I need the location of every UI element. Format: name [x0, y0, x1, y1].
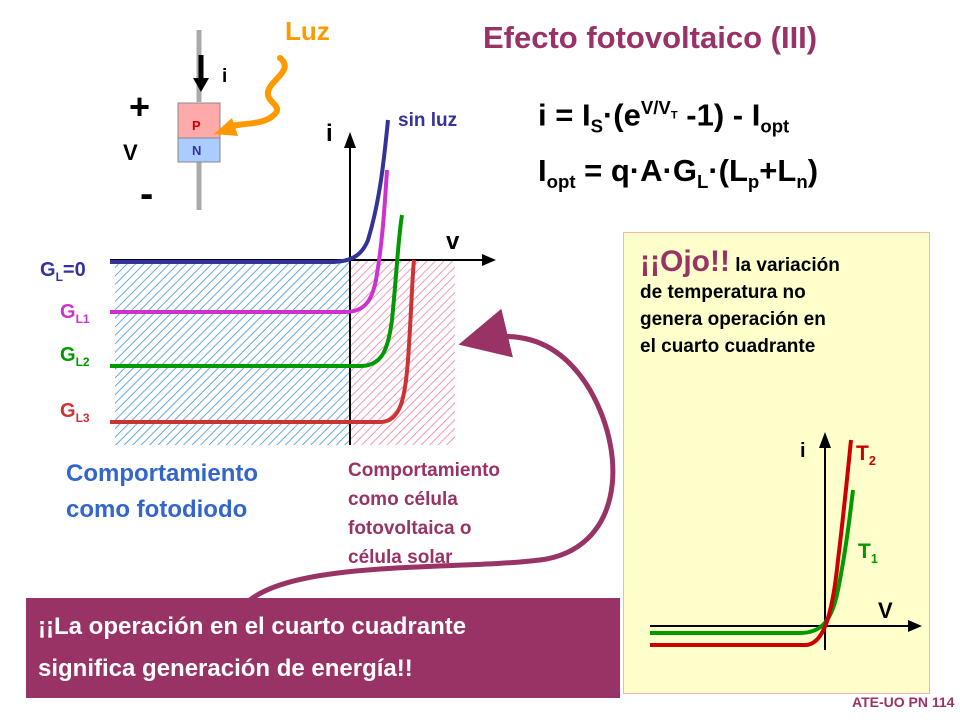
photodiode-text: Comportamiento como fotodiodo: [66, 460, 258, 523]
current-arrow-head: [193, 78, 209, 92]
photodiode-region: [115, 260, 350, 445]
plus-sign: +: [129, 86, 151, 127]
temperature-note: ¡¡Ojo!! la variación de temperatura no g…: [640, 245, 840, 358]
temp-plot: [650, 432, 922, 650]
curve-gl3: [110, 259, 416, 424]
main-v-label: v: [446, 228, 460, 255]
n-label: N: [192, 143, 202, 158]
legend-gl2: GL2: [60, 344, 90, 369]
temp-v-label: V: [878, 598, 893, 623]
energy-banner: ¡¡La operación en el cuarto cuadrante si…: [26, 598, 620, 698]
n-region: [177, 137, 221, 163]
solar-cell-region: [350, 260, 455, 445]
connector-arrow: [248, 308, 616, 602]
device-voltage-label: V: [123, 140, 138, 165]
curve-t2-inset: [650, 439, 853, 647]
legend-gl1: GL1: [60, 301, 90, 326]
curve-t1-inset: [650, 489, 855, 635]
p-label: P: [192, 118, 201, 133]
note-box: [623, 232, 930, 694]
sin-luz-label: sin luz: [398, 110, 458, 131]
slide-footer: ATE-UO PN 114: [852, 694, 955, 710]
i-axis-arrow: [344, 132, 356, 148]
curve-gl1: [110, 169, 389, 314]
minus-sign: -: [140, 172, 154, 216]
solar-cell-text: Comportamiento como célula fotovoltaica …: [348, 460, 500, 568]
temp-i-label: i: [800, 440, 806, 462]
diode-equation: i = IS·(eV/VT -1) - Iopt: [538, 97, 790, 137]
curve-gl2: [110, 214, 404, 368]
curve-gl0: [110, 119, 390, 264]
v-axis-arrow: [482, 254, 496, 266]
photocurrent-equation: Iopt = q·A·GL·(Lp+Ln): [538, 153, 819, 193]
light-arrow-head: [214, 118, 238, 136]
t1-label: T1: [858, 540, 878, 567]
legend-gl3: GL3: [60, 400, 90, 425]
main-i-label: i: [326, 120, 333, 147]
light-squiggle: [223, 55, 288, 131]
t2-label: T2: [856, 442, 876, 469]
device-current-label: i: [222, 66, 228, 87]
legend-gl0: GL=0: [40, 259, 86, 284]
slide-title: Efecto fotovoltaico (III): [483, 20, 818, 55]
light-label: Luz: [285, 16, 330, 46]
